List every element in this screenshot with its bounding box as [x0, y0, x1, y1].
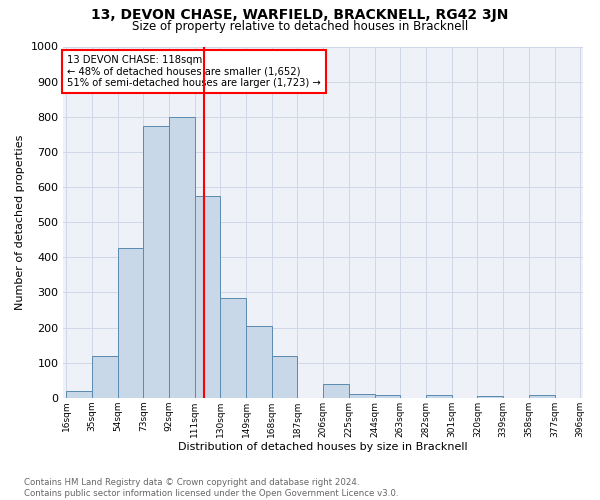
- Bar: [92, 356, 118, 398]
- Text: Contains HM Land Registry data © Crown copyright and database right 2024.
Contai: Contains HM Land Registry data © Crown c…: [24, 478, 398, 498]
- Bar: [143, 126, 169, 398]
- Bar: [529, 395, 554, 398]
- Bar: [426, 395, 452, 398]
- Text: Size of property relative to detached houses in Bracknell: Size of property relative to detached ho…: [132, 20, 468, 33]
- Bar: [272, 356, 298, 398]
- Bar: [194, 196, 220, 398]
- Bar: [169, 117, 194, 398]
- Bar: [118, 248, 143, 398]
- X-axis label: Distribution of detached houses by size in Bracknell: Distribution of detached houses by size …: [178, 442, 468, 452]
- Bar: [478, 396, 503, 398]
- Bar: [374, 395, 400, 398]
- Bar: [349, 394, 374, 398]
- Bar: [323, 384, 349, 398]
- Y-axis label: Number of detached properties: Number of detached properties: [15, 134, 25, 310]
- Bar: [66, 391, 92, 398]
- Bar: [246, 326, 272, 398]
- Bar: [220, 298, 246, 398]
- Text: 13, DEVON CHASE, WARFIELD, BRACKNELL, RG42 3JN: 13, DEVON CHASE, WARFIELD, BRACKNELL, RG…: [91, 8, 509, 22]
- Text: 13 DEVON CHASE: 118sqm
← 48% of detached houses are smaller (1,652)
51% of semi-: 13 DEVON CHASE: 118sqm ← 48% of detached…: [67, 56, 321, 88]
